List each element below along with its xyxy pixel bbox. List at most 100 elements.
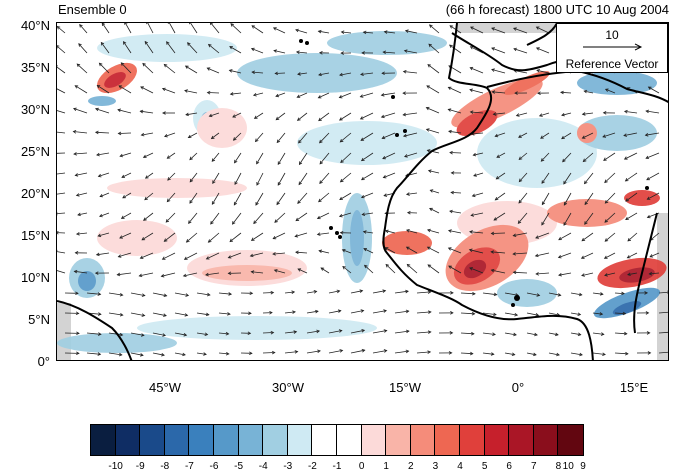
- wind-vector: [96, 132, 109, 133]
- wind-vector: [118, 133, 131, 134]
- wind-vector: [582, 233, 593, 241]
- wind-vector: [166, 213, 175, 222]
- lon-label-30w: 30°W: [272, 380, 304, 395]
- wind-vector: [257, 153, 263, 164]
- wind-vector: [299, 153, 307, 164]
- wind-vector: [143, 63, 153, 73]
- wind-vector: [263, 353, 275, 354]
- wind-vector: [428, 265, 439, 273]
- island: [335, 231, 339, 235]
- colorbar-cell: [140, 425, 165, 455]
- wind-vector: [57, 251, 65, 253]
- wind-vector: [57, 173, 65, 175]
- colorbar-cell: [337, 425, 362, 455]
- wind-vector: [426, 108, 439, 113]
- island: [645, 186, 649, 190]
- wind-vector: [275, 73, 285, 74]
- wind-vector: [461, 353, 473, 354]
- wind-vector: [235, 173, 241, 184]
- wind-vector: [340, 193, 351, 200]
- reference-vector-legend: 10 Reference Vector: [556, 23, 668, 73]
- colorbar-tick-label: 7: [531, 461, 537, 472]
- anomaly-blob: [350, 210, 364, 266]
- wind-vector: [235, 153, 242, 163]
- wind-vector: [361, 113, 373, 119]
- wind-vector: [187, 233, 198, 242]
- lat-label-5n: 5°N: [0, 312, 50, 327]
- anomaly-blob: [97, 34, 237, 62]
- wind-vector: [428, 65, 439, 73]
- colorbar: [90, 424, 584, 456]
- lat-label-10n: 10°N: [0, 270, 50, 285]
- colorbar-tick-label: 4: [457, 461, 463, 472]
- wind-vector: [278, 153, 285, 164]
- wind-vector: [144, 213, 153, 220]
- wind-vector: [208, 233, 219, 242]
- wind-vector: [341, 173, 352, 182]
- wind-vector: [296, 213, 307, 221]
- wind-vector: [461, 333, 474, 334]
- island: [305, 41, 309, 45]
- wind-vector: [625, 153, 637, 159]
- wind-vector: [626, 173, 638, 181]
- wind-vector: [263, 333, 274, 334]
- wind-vector: [77, 64, 87, 73]
- anomaly-blob: [57, 333, 177, 353]
- wind-vector: [427, 86, 439, 93]
- wind-vector: [164, 64, 175, 73]
- anomaly-blob: [327, 31, 447, 55]
- wind-vector: [122, 213, 131, 218]
- ensemble-title: Ensemble 0: [58, 2, 127, 17]
- wind-vector: [362, 173, 373, 180]
- colorbar-tick-label: -10: [108, 461, 122, 472]
- wind-vector: [211, 213, 219, 224]
- colorbar-tick-label: -2: [308, 461, 317, 472]
- wind-vector: [168, 23, 175, 33]
- anomaly-blob: [78, 271, 96, 291]
- wind-vector: [646, 153, 659, 158]
- wind-vector: [208, 93, 220, 94]
- colorbar-tick-label: 6: [506, 461, 512, 472]
- island: [391, 95, 395, 99]
- island: [514, 295, 520, 301]
- wind-vector: [57, 193, 65, 195]
- wind-vector: [252, 233, 263, 240]
- wind-vector: [320, 173, 329, 183]
- reference-arrow-icon: [581, 42, 645, 52]
- coastline-africa: [383, 23, 593, 361]
- lon-label-45w: 45°W: [149, 380, 181, 395]
- colorbar-cell: [91, 425, 116, 455]
- colorbar-cell: [386, 425, 411, 455]
- colorbar-tick-label: 3: [433, 461, 439, 472]
- island: [338, 235, 342, 239]
- wind-vector: [190, 153, 197, 160]
- wind-vector: [57, 87, 65, 93]
- wind-vector: [57, 213, 65, 214]
- wind-vector: [141, 87, 153, 93]
- wind-vector: [57, 109, 65, 113]
- wind-vector: [57, 270, 65, 274]
- colorbar-tick-label: -9: [136, 461, 145, 472]
- wind-vector: [461, 313, 475, 314]
- wind-vector: [470, 68, 483, 73]
- wind-vector: [80, 25, 87, 33]
- anomaly-blob: [382, 231, 432, 255]
- colorbar-tick-label: 5: [482, 461, 488, 472]
- island: [299, 39, 303, 43]
- forecast-time-title: (66 h forecast) 1800 UTC 10 Aug 2004: [446, 2, 669, 17]
- wind-vector: [57, 66, 65, 74]
- anomaly-blob: [88, 96, 116, 106]
- colorbar-tick-label: -7: [185, 461, 194, 472]
- wind-vector: [298, 113, 307, 120]
- wind-vector: [605, 193, 615, 203]
- land-patch-sw: [57, 303, 71, 361]
- wind-vector: [75, 86, 87, 93]
- wind-vector: [298, 193, 307, 203]
- colorbar-cell: [558, 425, 583, 455]
- lat-label-15n: 15°N: [0, 228, 50, 243]
- wind-vector: [430, 25, 439, 33]
- anomaly-blob: [202, 265, 292, 281]
- wind-vector: [492, 48, 505, 53]
- island: [329, 226, 333, 230]
- colorbar-tick-label: -5: [234, 461, 243, 472]
